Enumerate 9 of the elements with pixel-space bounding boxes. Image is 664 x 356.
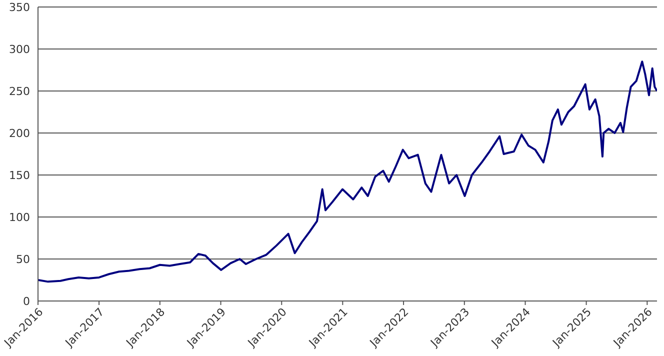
y-tick-label: 50	[16, 252, 30, 266]
y-tick-label: 200	[9, 126, 30, 140]
y-tick-label: 0	[23, 294, 30, 308]
y-tick-label: 300	[9, 42, 30, 56]
line-series	[38, 60, 657, 283]
y-tick-label: 250	[9, 84, 30, 98]
y-tick-label: 150	[9, 168, 30, 182]
y-tick-label: 100	[9, 210, 30, 224]
y-tick-label: 350	[9, 0, 30, 14]
